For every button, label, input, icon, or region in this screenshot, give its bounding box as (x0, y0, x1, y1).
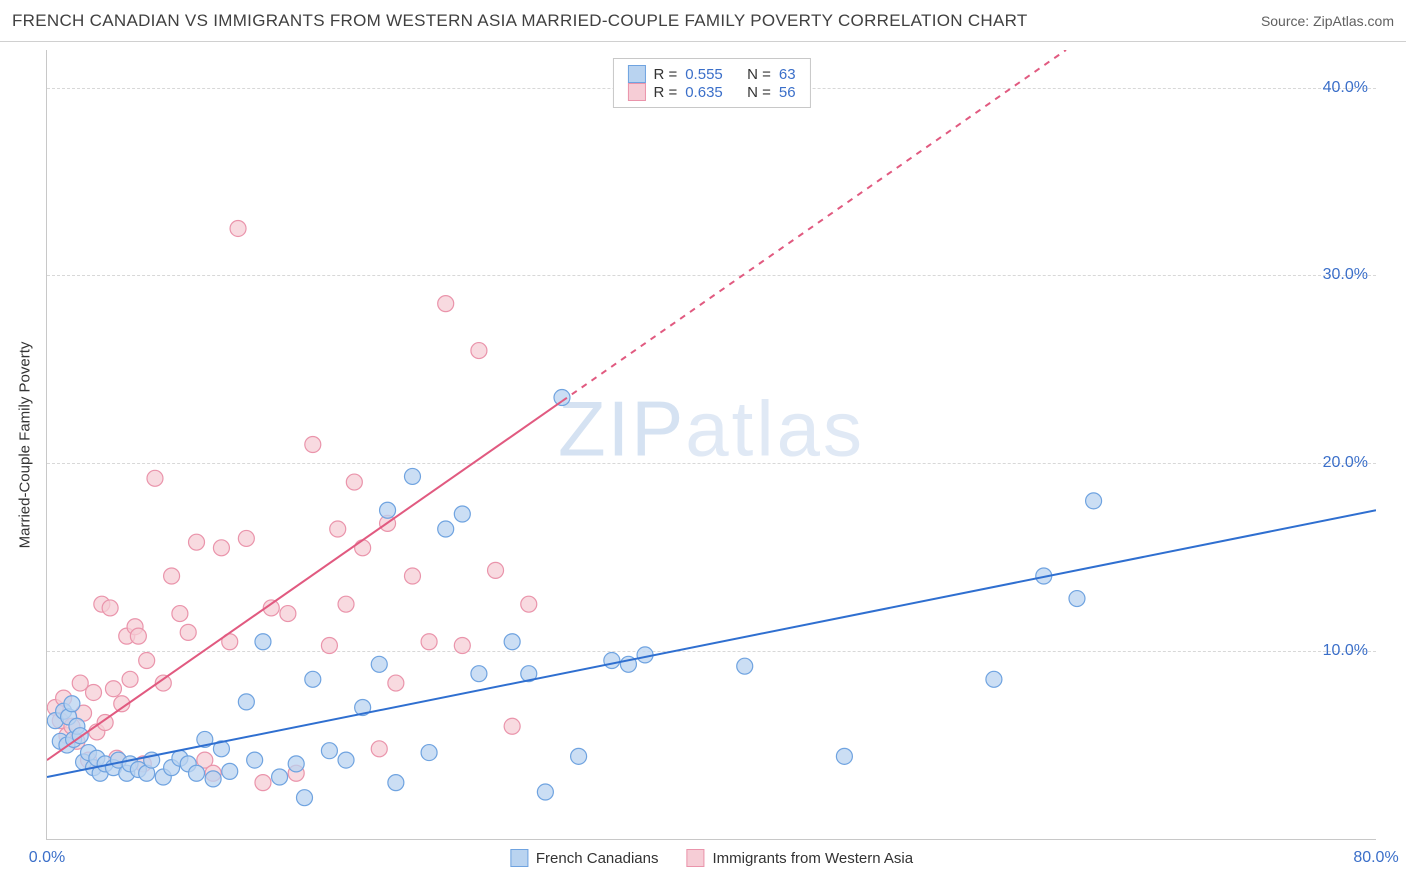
legend-stats-row-pink: R = 0.635 N = 56 (627, 83, 795, 101)
legend-label-pink: Immigrants from Western Asia (712, 850, 913, 867)
legend-stats-box: R = 0.555 N = 63 R = 0.635 N = 56 (612, 58, 810, 108)
y-tick-label: 20.0% (1323, 454, 1368, 472)
legend-item-blue: French Canadians (510, 849, 659, 867)
swatch-blue-icon (627, 65, 645, 83)
y-tick-label: 30.0% (1323, 266, 1368, 284)
chart-title: FRENCH CANADIAN VS IMMIGRANTS FROM WESTE… (12, 11, 1028, 31)
legend-label-blue: French Canadians (536, 850, 659, 867)
x-tick-label: 80.0% (1353, 849, 1398, 867)
plot-area: ZIPatlas Married-Couple Family Poverty 1… (46, 50, 1376, 840)
legend-series-box: French Canadians Immigrants from Western… (510, 849, 913, 867)
y-axis-label: Married-Couple Family Poverty (17, 341, 34, 548)
y-tick-label: 10.0% (1323, 642, 1368, 660)
scatter-plot-svg (47, 50, 1376, 839)
header: FRENCH CANADIAN VS IMMIGRANTS FROM WESTE… (0, 0, 1406, 42)
y-tick-label: 40.0% (1323, 79, 1368, 97)
source-attribution: Source: ZipAtlas.com (1261, 13, 1394, 29)
swatch-blue-icon (510, 849, 528, 867)
legend-item-pink: Immigrants from Western Asia (686, 849, 913, 867)
swatch-pink-icon (686, 849, 704, 867)
x-tick-label: 0.0% (29, 849, 65, 867)
legend-stats-row-blue: R = 0.555 N = 63 (627, 65, 795, 83)
swatch-pink-icon (627, 83, 645, 101)
